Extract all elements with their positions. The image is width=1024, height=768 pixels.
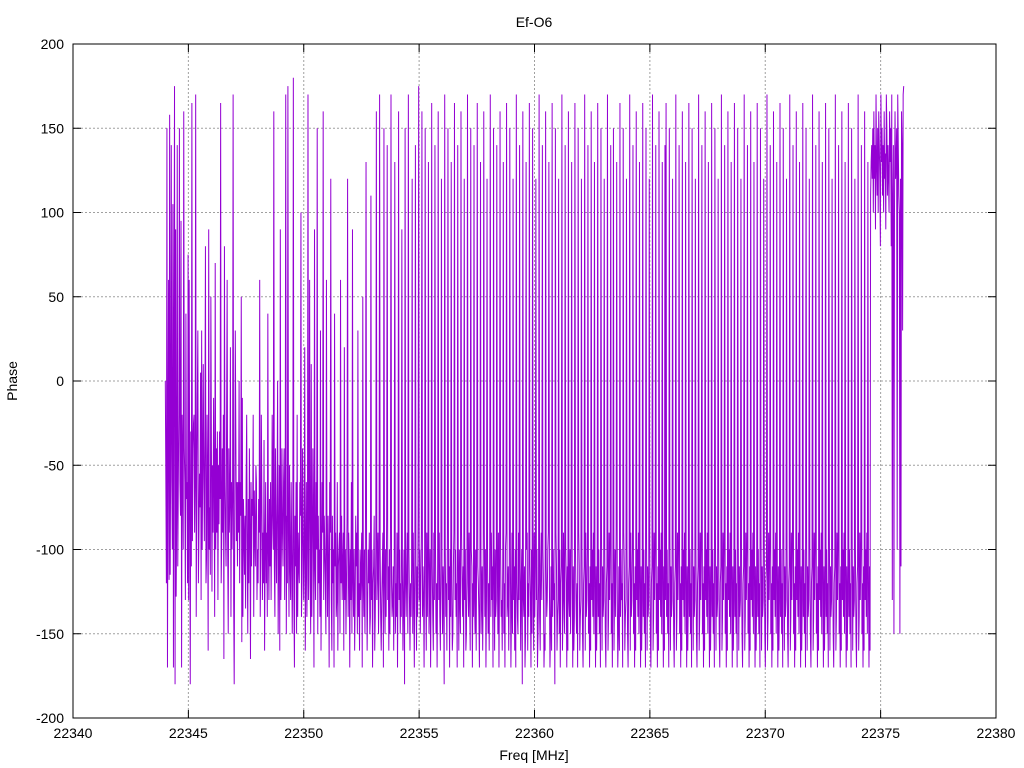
y-tick-label: 100 <box>41 205 65 221</box>
x-tick-label: 22380 <box>977 725 1016 741</box>
x-tick-label: 22375 <box>861 725 900 741</box>
y-tick-label: 0 <box>56 373 64 389</box>
y-tick-label: -50 <box>44 457 64 473</box>
x-tick-label: 22350 <box>284 725 323 741</box>
series-line <box>164 77 905 685</box>
y-tick-label: -150 <box>36 626 64 642</box>
y-tick-label: 150 <box>41 120 65 136</box>
chart-title: Ef-O6 <box>516 14 553 30</box>
x-tick-label: 22360 <box>515 725 554 741</box>
y-tick-label: -200 <box>36 710 64 726</box>
y-tick-label: 200 <box>41 36 65 52</box>
y-tick-label: -100 <box>36 542 64 558</box>
x-axis-label: Freq [MHz] <box>499 747 568 763</box>
x-tick-label: 22365 <box>630 725 669 741</box>
x-tick-label: 22370 <box>746 725 785 741</box>
y-tick-label: 50 <box>48 289 64 305</box>
x-axis: 22340 22345 22350 22355 22360 22365 22370 22375… <box>54 44 1016 741</box>
y-axis: -200 -150 -100 -50 0 50 100 150 200 <box>36 36 996 726</box>
x-tick-label: 22340 <box>54 725 93 741</box>
x-tick-label: 22355 <box>400 725 439 741</box>
series-group <box>164 77 905 685</box>
x-tick-label: 22345 <box>169 725 208 741</box>
y-axis-label: Phase <box>4 361 20 401</box>
